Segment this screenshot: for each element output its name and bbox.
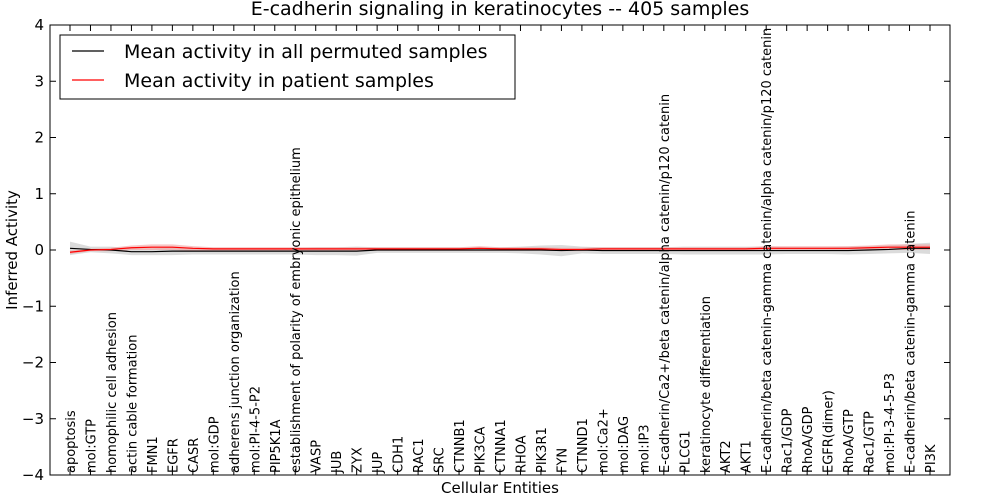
y-tick-label: 0 xyxy=(34,241,44,259)
x-category-label: CDH1 xyxy=(392,436,407,473)
x-category-label: CTNNB1 xyxy=(453,419,468,473)
x-category-label: mol:DAG xyxy=(617,416,632,473)
x-category-label: EGFR(dimer) xyxy=(822,390,837,473)
x-category-label: JUB xyxy=(330,451,345,474)
chart-title: E-cadherin signaling in keratinocytes --… xyxy=(251,0,750,20)
x-category-label: RhoA/GDP xyxy=(801,406,816,473)
y-tick-label: −4 xyxy=(22,466,44,484)
x-category-label: mol:PI-4-5-P2 xyxy=(248,386,263,473)
x-category-label: CTNNA1 xyxy=(494,419,509,473)
x-category-label: JUP xyxy=(371,452,386,474)
x-category-label: E-cadherin/beta catenin-gamma catenin xyxy=(904,211,919,473)
x-category-label: VASP xyxy=(310,440,325,473)
legend-entry-1: Mean activity in all permuted samples xyxy=(124,41,487,63)
x-category-label: mol:Ca2+ xyxy=(596,408,611,473)
x-axis: apoptosis mol:GTP homophilic cell adhesion… xyxy=(64,25,939,475)
x-category-label: homophilic cell adhesion xyxy=(105,312,120,473)
legend: Mean activity in all permuted samples Mea… xyxy=(59,34,516,100)
y-tick-label: 1 xyxy=(34,185,44,203)
x-category-label: AKT2 xyxy=(719,440,734,473)
x-category-label: mol:PI-3-4-5-P3 xyxy=(883,373,898,473)
x-category-label: mol:GTP xyxy=(84,419,99,473)
y-tick-label: −2 xyxy=(22,354,44,372)
x-category-label: PI3K xyxy=(924,444,939,473)
x-axis-label: Cellular Entities xyxy=(441,479,559,497)
series-line-1 xyxy=(69,247,930,253)
x-category-label: PIK3CA xyxy=(474,426,489,473)
x-category-label: PLCG1 xyxy=(678,430,693,473)
x-category-label: keratinocyte differentiation xyxy=(699,296,714,473)
y-tick-label: 4 xyxy=(34,16,44,34)
y-axis-label: Inferred Activity xyxy=(3,190,21,310)
x-category-label: apoptosis xyxy=(64,410,79,473)
legend-box xyxy=(59,34,516,100)
x-category-label: ZYX xyxy=(351,447,366,473)
y-axis: −4 −3 −2 −1 0 1 2 3 4 xyxy=(22,16,950,484)
x-category-label: RHOA xyxy=(514,435,529,473)
x-category-label: E-cadherin/Ca2+/beta catenin/alpha caten… xyxy=(658,94,673,473)
series-lines xyxy=(69,246,930,253)
x-category-label: CASR xyxy=(187,438,202,473)
x-category-label: PIP5K1A xyxy=(269,419,284,473)
y-tick-label: −3 xyxy=(22,410,44,428)
x-category-label: establishment of polarity of embryonic e… xyxy=(289,147,304,473)
x-category-label: E-cadherin/beta catenin-gamma catenin/al… xyxy=(760,28,775,473)
x-category-label: CTNND1 xyxy=(576,418,591,473)
x-category-label: FYN xyxy=(555,448,570,473)
x-category-label: actin cable formation xyxy=(125,335,140,473)
y-tick-label: 3 xyxy=(34,72,44,90)
x-category-label: mol:GDP xyxy=(207,416,222,473)
x-category-label: EGFR xyxy=(166,438,181,473)
x-category-label: RAC1 xyxy=(412,438,427,473)
x-category-label: PIK3R1 xyxy=(535,427,550,473)
x-category-label: Rac1/GDP xyxy=(781,408,796,473)
x-category-label: RhoA/GTP xyxy=(842,409,857,473)
x-category-label: Rac1/GTP xyxy=(863,411,878,473)
series-line-2 xyxy=(69,246,930,253)
legend-entry-2: Mean activity in patient samples xyxy=(124,70,434,92)
x-category-label: SRC xyxy=(433,447,448,473)
y-tick-label: −1 xyxy=(22,297,44,315)
x-category-label: AKT1 xyxy=(740,440,755,473)
x-category-label: adherens junction organization xyxy=(228,271,243,473)
x-category-label: mol:IP3 xyxy=(637,424,652,473)
y-tick-label: 2 xyxy=(34,129,44,147)
x-category-label: FMN1 xyxy=(146,436,161,473)
